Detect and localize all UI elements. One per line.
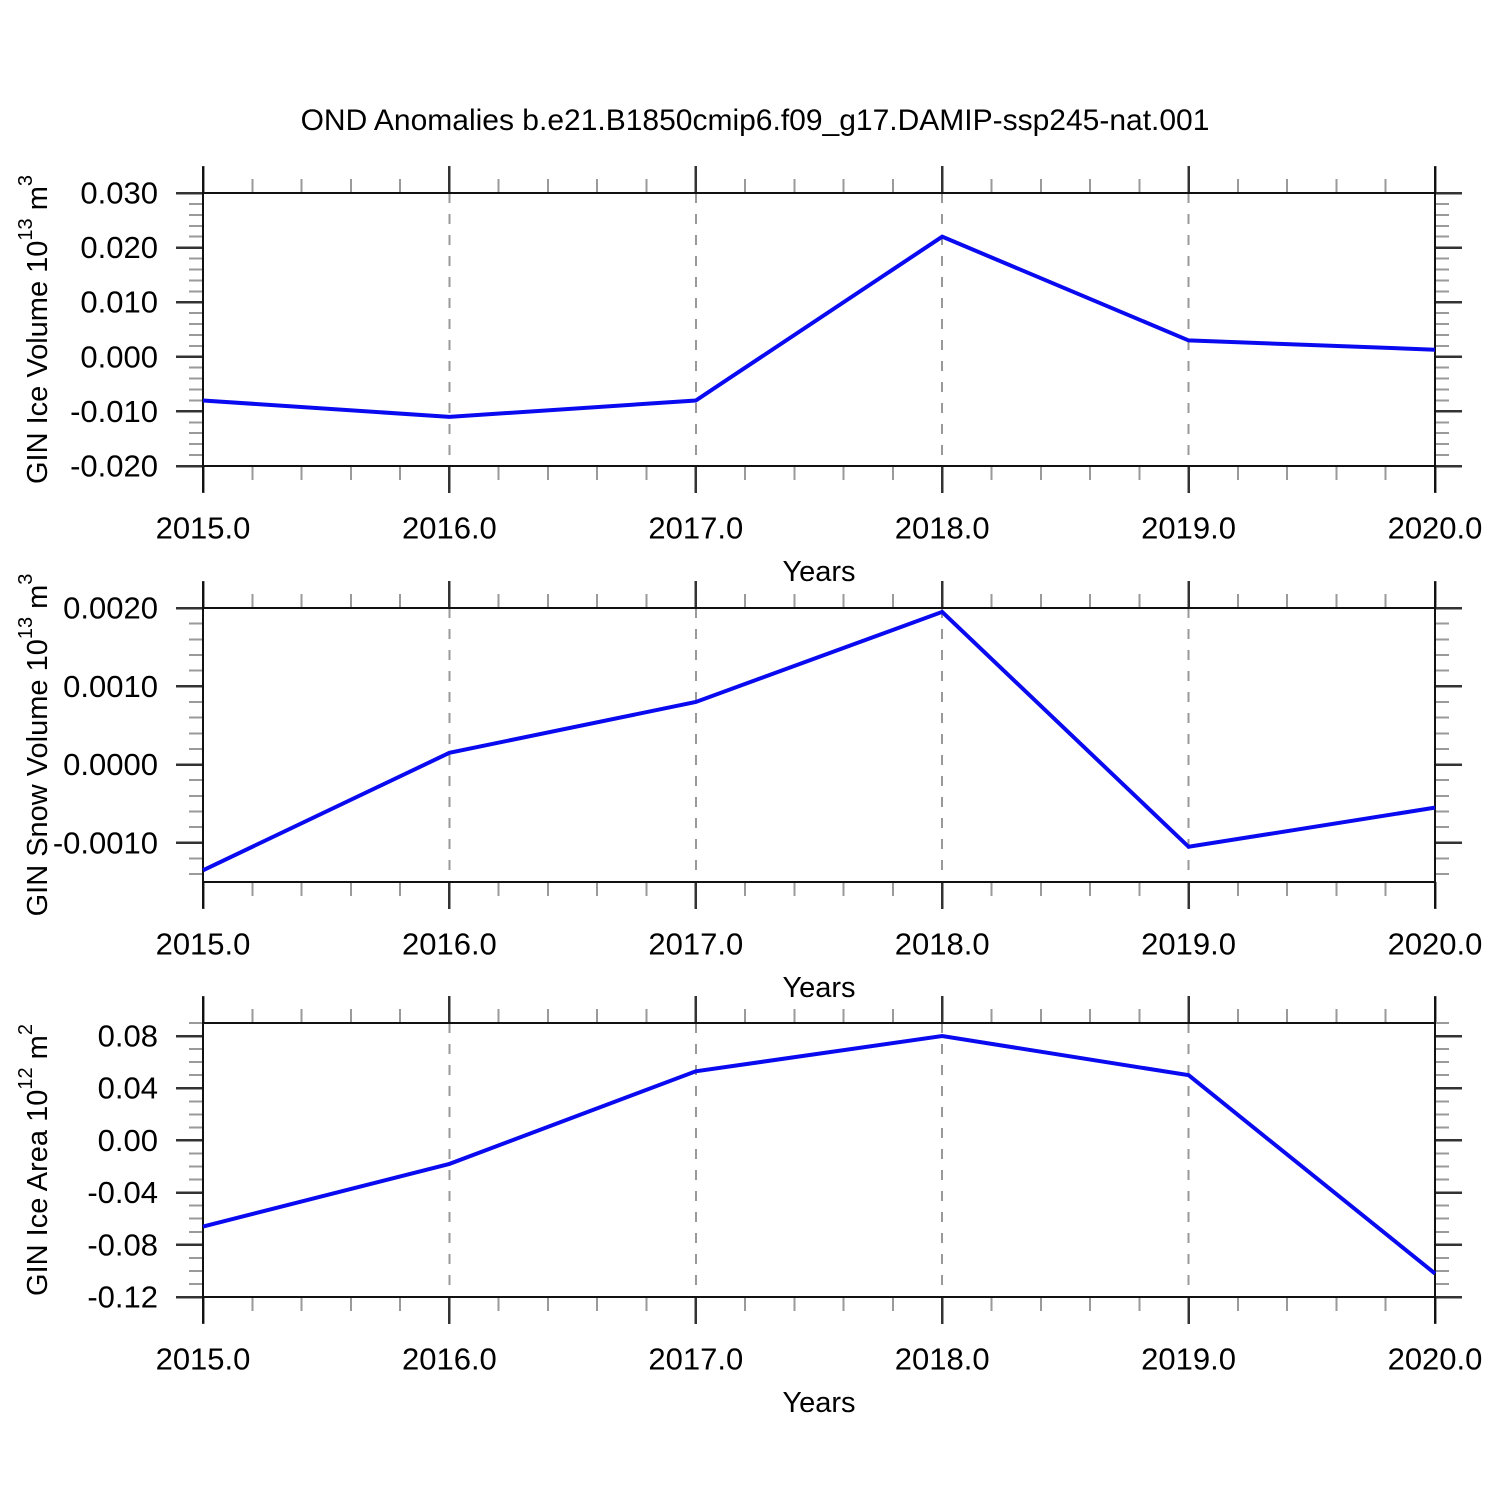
y-tick-label: -0.08: [87, 1227, 158, 1262]
data-line: [202, 609, 1436, 873]
x-tick-label: 2017.0: [648, 927, 743, 962]
x-axis-title: Years: [782, 972, 855, 1004]
y-axis-title: GIN Snow Volume 1013 m3: [15, 574, 54, 917]
y-tick-label: -0.04: [87, 1175, 158, 1210]
x-tick-label: 2019.0: [1141, 927, 1236, 962]
y-tick-label: 0.000: [80, 339, 158, 374]
plot-frame: [202, 1022, 1436, 1298]
x-tick-label: 2015.0: [156, 927, 251, 962]
y-tick-label: -0.020: [70, 449, 158, 484]
y-tick-label: 0.00: [98, 1123, 158, 1158]
x-tick-label: 2018.0: [895, 1342, 990, 1377]
y-tick-label: 0.010: [80, 285, 158, 320]
x-axis-title: Years: [782, 556, 855, 588]
y-tick-label: 0.030: [80, 176, 158, 211]
x-tick-label: 2015.0: [156, 1342, 251, 1377]
x-axis-title: Years: [782, 1387, 855, 1419]
plot-frame: [202, 607, 1436, 883]
chart-title: OND Anomalies b.e21.B1850cmip6.f09_g17.D…: [300, 104, 1210, 137]
y-tick-label: 0.0000: [63, 747, 158, 782]
x-tick-label: 2018.0: [895, 927, 990, 962]
y-tick-label: 0.0020: [63, 591, 158, 626]
x-tick-label: 2019.0: [1141, 1342, 1236, 1377]
x-tick-label: 2020.0: [1388, 927, 1483, 962]
y-tick-label: 0.020: [80, 230, 158, 265]
x-tick-label: 2020.0: [1388, 1342, 1483, 1377]
x-tick-label: 2015.0: [156, 511, 251, 546]
y-axis-title: GIN Ice Volume 1013 m3: [15, 175, 54, 484]
y-axis-title: GIN Ice Area 1012 m2: [15, 1024, 54, 1296]
y-tick-label: -0.12: [87, 1280, 158, 1315]
x-tick-label: 2016.0: [402, 511, 497, 546]
data-line: [202, 234, 1436, 419]
x-tick-label: 2017.0: [648, 1342, 743, 1377]
plot-frame: [202, 192, 1436, 467]
y-tick-label: -0.0010: [53, 825, 158, 860]
plot-panel-3: 0.08 0.04 0.00 -0.04 -0.08 -0.12 2015.0 2016.0 2…: [15, 996, 1482, 1419]
x-tick-label: 2019.0: [1141, 511, 1236, 546]
y-tick-label: -0.010: [70, 394, 158, 429]
x-tick-label: 2016.0: [402, 1342, 497, 1377]
x-tick-label: 2017.0: [648, 511, 743, 546]
plot-panel-1: 0.030 0.020 0.010 0.000 -0.010 -0.020 2015.0 20…: [15, 166, 1482, 588]
x-tick-label: 2018.0: [895, 511, 990, 546]
y-tick-label: 0.04: [98, 1071, 158, 1106]
y-tick-label: 0.0010: [63, 669, 158, 704]
plot-panel-2: 0.0020 0.0010 0.0000 -0.0010 2015.0 2016.0 201…: [15, 574, 1482, 1004]
x-tick-label: 2016.0: [402, 927, 497, 962]
y-tick-label: 0.08: [98, 1019, 158, 1054]
x-tick-label: 2020.0: [1388, 511, 1483, 546]
data-line: [202, 1034, 1437, 1276]
